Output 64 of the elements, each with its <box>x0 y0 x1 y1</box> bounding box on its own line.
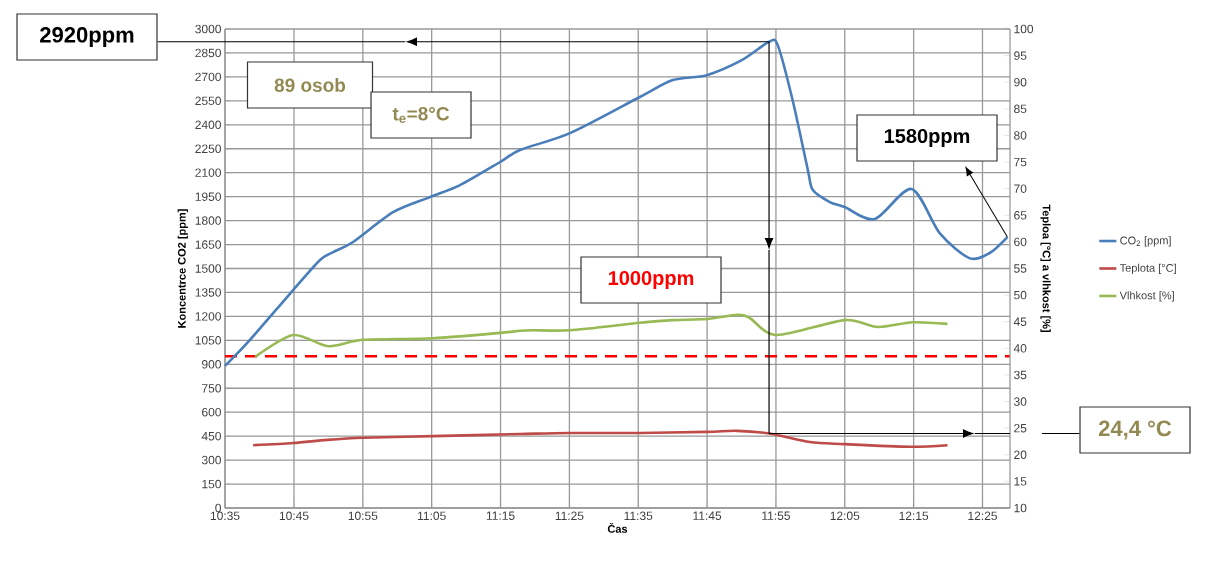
y2-tick-label: 30 <box>1014 397 1027 406</box>
y2-tick-label: 85 <box>1014 104 1027 114</box>
x-tick-label: 11:05 <box>418 511 446 521</box>
y-tick-label: 150 <box>202 479 221 489</box>
y-tick-label: 1650 <box>195 240 221 249</box>
y-tick-label: 3000 <box>195 24 221 34</box>
y2-tick-label: 100 <box>1014 24 1034 34</box>
y-tick-label: 1200 <box>195 312 221 321</box>
y-tick-label: 1950 <box>195 192 221 201</box>
legend-label: Teplota [°C] <box>1119 263 1176 275</box>
y-tick-label: 2100 <box>195 168 221 177</box>
y2-tick-label: 75 <box>1014 157 1027 167</box>
legend-label: CO$_{2}$ [ppm] <box>1120 236 1171 247</box>
x-tick-label: 11:15 <box>486 511 515 520</box>
y-tick-label: 2400 <box>195 120 221 130</box>
y2-tick-label: 65 <box>1014 211 1027 220</box>
annotation: 89 osob <box>274 78 346 92</box>
y-axis-title: Koncentrce CO2 [ppm] <box>177 209 188 328</box>
ref-line-label: 1000ppm <box>608 270 694 290</box>
x-tick-label: 10:35 <box>210 511 240 521</box>
y2-tick-label: 50 <box>1014 290 1027 300</box>
y2-tick-label: 70 <box>1014 184 1027 193</box>
y2-tick-label: 40 <box>1013 344 1027 353</box>
y2-tick-label: 95 <box>1014 51 1027 60</box>
y2-tick-label: 80 <box>1014 131 1027 140</box>
y-tick-label: 2550 <box>195 96 221 106</box>
y-tick-label: 1050 <box>195 336 221 345</box>
x-tick-label: 11:45 <box>693 511 722 520</box>
y2-axis-title: Teploa [°C] a vlhkost [%] <box>1040 204 1051 333</box>
y-tick-label: 0 <box>215 503 222 513</box>
text: 24,4 °C <box>1098 420 1172 440</box>
y-tick-label: 1800 <box>195 216 221 225</box>
x-tick-label: 12:15 <box>899 511 929 521</box>
x-tick-label: 10:55 <box>348 511 378 521</box>
y-tick-label: 600 <box>202 407 221 417</box>
y2-tick-label: 10 <box>1014 503 1027 513</box>
y2-tick-label: 90 <box>1014 77 1027 87</box>
x-tick-label: 11:35 <box>624 511 653 521</box>
y2-tick-label: 55 <box>1014 264 1027 273</box>
y-tick-label: 2250 <box>195 144 221 153</box>
y-tick-label: 450 <box>201 431 221 441</box>
x-tick-label: 10:45 <box>279 511 309 521</box>
x-axis-title: Čas <box>607 522 628 533</box>
x-tick-label: 11:55 <box>762 511 791 520</box>
y-tick-label: 300 <box>201 455 221 465</box>
legend-label: Vlhkost [%] <box>1119 291 1174 302</box>
y-tick-label: 2850 <box>195 48 221 58</box>
y2-tick-label: 25 <box>1014 423 1027 433</box>
y-tick-label: 750 <box>202 384 221 393</box>
y2-tick-label: 45 <box>1013 317 1027 326</box>
y2-tick-label: 60 <box>1014 237 1027 247</box>
y2-tick-label: 20 <box>1014 450 1027 460</box>
y-tick-label: 900 <box>202 360 221 369</box>
x-tick-label: 11:25 <box>555 511 584 521</box>
annotation: t$_{e}$=8°C <box>392 107 450 123</box>
y2-tick-label: 15 <box>1014 477 1027 486</box>
y-tick-label: 2700 <box>195 72 221 82</box>
y2-tick-label: 35 <box>1014 370 1027 380</box>
x-tick-label: 12:25 <box>968 511 997 521</box>
text: 2920ppm <box>40 27 134 47</box>
x-tick-label: 12:05 <box>830 511 860 521</box>
y-tick-label: 1350 <box>195 288 221 297</box>
y-tick-label: 1500 <box>195 264 221 273</box>
annotation: 1580ppm <box>884 128 970 148</box>
